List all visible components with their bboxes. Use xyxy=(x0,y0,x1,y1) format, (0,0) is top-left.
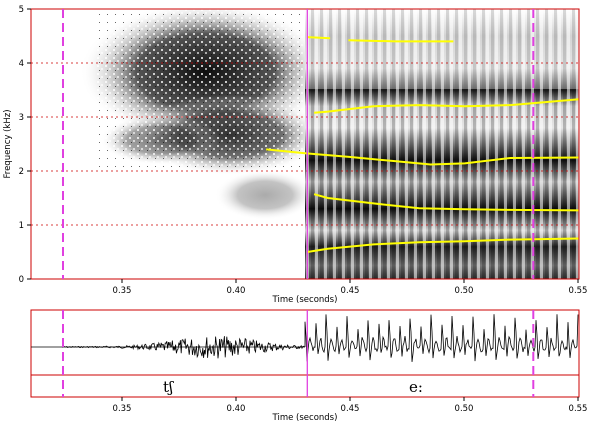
fricative-waveform xyxy=(61,336,305,359)
spectrogram-frame xyxy=(30,8,580,280)
y-axis-label: Frequency (kHz) xyxy=(3,109,13,178)
formant-track-3 xyxy=(266,148,580,166)
x-tick-label: 0.35 xyxy=(113,404,132,414)
fricative-texture xyxy=(95,9,305,169)
boundary-markers xyxy=(62,9,535,397)
y-tick-label: 3 xyxy=(19,113,24,123)
x-tick-label: 0.45 xyxy=(341,404,360,414)
x-tick-label: 0.55 xyxy=(569,286,588,296)
x-tick-label: 0.40 xyxy=(227,404,246,414)
x-tick-label: 0.50 xyxy=(455,404,474,414)
y-tick-label: 1 xyxy=(19,221,24,231)
formant-track-6 xyxy=(348,39,454,43)
x-axis-label: Time (seconds) xyxy=(272,295,338,305)
spectrogram-panel xyxy=(31,9,579,279)
spectrogram-x-axis: 0.35 0.40 0.45 0.50 0.55 Time (seconds) xyxy=(113,279,588,305)
y-axis: 5 4 3 2 1 0 Frequency (kHz) xyxy=(3,5,31,285)
segment-label-ch: tʃ xyxy=(163,378,174,396)
formant-track-1 xyxy=(307,237,580,253)
y-tick-label: 4 xyxy=(19,59,24,69)
spectrogram-gridlines xyxy=(31,62,579,226)
fricative-energy-faint xyxy=(215,170,315,220)
x-tick-label: 0.35 xyxy=(113,286,132,296)
waveform-x-axis-label: Time (seconds) xyxy=(272,413,338,423)
x-tick-label: 0.50 xyxy=(455,286,474,296)
segment-label-e: e: xyxy=(409,378,423,396)
vowel-high-wash xyxy=(305,9,579,89)
y-tick-label: 2 xyxy=(19,167,24,177)
formant-track-4 xyxy=(314,98,580,114)
tier-frame xyxy=(30,374,580,398)
formant-track-5 xyxy=(307,36,331,40)
x-tick-label: 0.40 xyxy=(227,286,246,296)
x-tick-label: 0.55 xyxy=(569,404,588,414)
x-tick-label: 0.45 xyxy=(341,286,360,296)
y-tick-label: 0 xyxy=(19,275,24,285)
waveform-x-axis: 0.35 0.40 0.45 0.50 0.55 Time (seconds) xyxy=(113,397,588,423)
formant-track-2 xyxy=(313,193,580,212)
waveform-panel xyxy=(30,309,580,376)
formant-tracks xyxy=(266,36,580,253)
y-tick-label: 5 xyxy=(19,5,24,15)
textgrid-tier: tʃ e: xyxy=(30,374,580,398)
